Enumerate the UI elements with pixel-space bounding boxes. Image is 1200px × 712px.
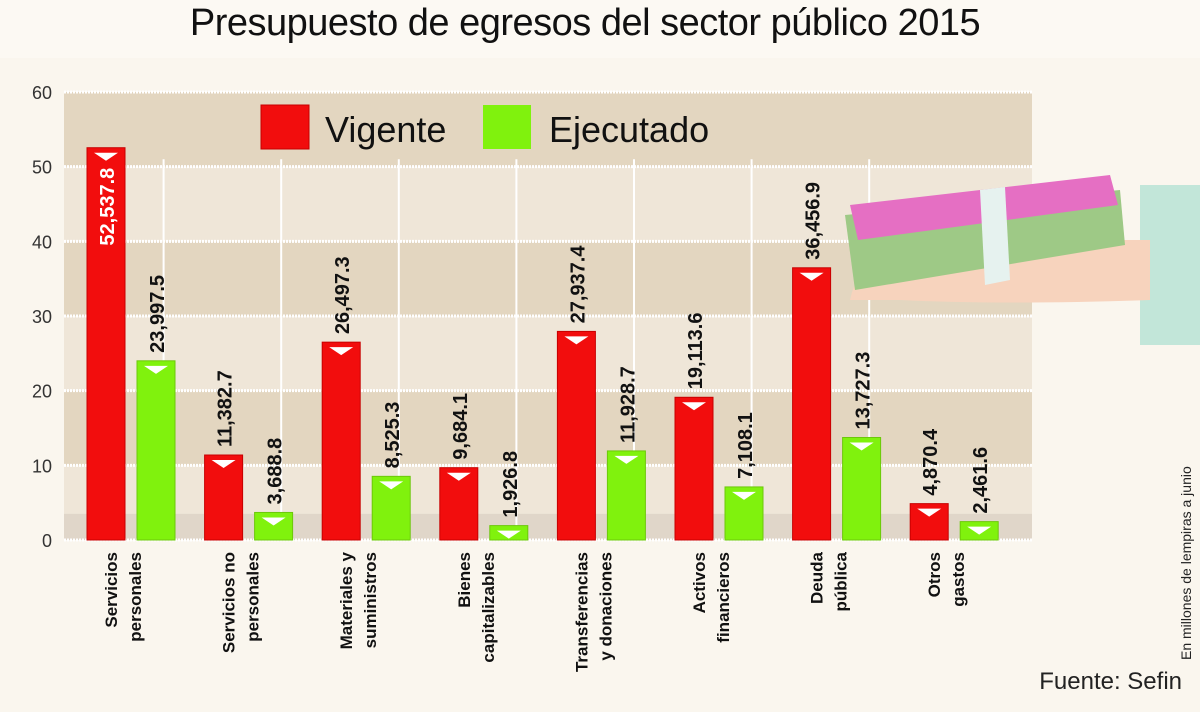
x-category-label: gastos	[949, 552, 968, 607]
bar-marker-icon	[732, 491, 756, 500]
bar-marker-icon	[564, 336, 589, 345]
bar-marker-icon	[799, 272, 824, 281]
y-tick-label: 0	[42, 531, 52, 551]
y-tick-label: 60	[32, 83, 52, 103]
x-category-label: Activos	[690, 552, 709, 613]
bar-marker-icon	[261, 517, 286, 526]
data-label: 19,113.6	[685, 313, 707, 390]
data-label: 4,870.4	[920, 428, 942, 496]
x-category-label: Servicios no	[220, 552, 239, 653]
bar-vigente	[674, 396, 714, 541]
banknote-stack-icon	[845, 175, 1125, 290]
bar-ejecutado	[254, 511, 294, 541]
bar-vigente	[556, 330, 596, 541]
bar-marker-icon	[967, 526, 992, 535]
data-label: 11,928.7	[617, 366, 639, 443]
data-label: 52,537.8	[97, 168, 119, 246]
bar-vigente	[86, 147, 126, 541]
bar-marker-icon	[614, 455, 639, 464]
unit-note: En millones de lempiras a junio	[1178, 466, 1194, 660]
grid-band	[64, 92, 1032, 167]
x-category-label: Bienes	[455, 552, 474, 608]
grid-band	[64, 316, 1032, 391]
data-label: 26,497.3	[332, 256, 354, 334]
x-category-label: suministros	[361, 552, 380, 648]
x-category-label: Otros	[925, 552, 944, 597]
legend-swatch-vigente	[260, 104, 310, 150]
x-category-label: pública	[832, 551, 851, 611]
data-label: 7,108.1	[735, 412, 757, 479]
x-category-label: Transferencias	[572, 552, 591, 672]
data-label: 3,688.8	[265, 438, 287, 505]
x-category-label: Deuda	[808, 551, 827, 604]
y-tick-label: 30	[32, 307, 52, 327]
bar-marker-icon	[496, 530, 521, 539]
bar-vigente	[792, 267, 832, 541]
bar-marker-icon	[917, 508, 942, 517]
data-label: 11,382.7	[215, 370, 237, 447]
x-category-label: Materiales y	[337, 551, 356, 649]
legend-swatch-ejecutado	[483, 105, 531, 149]
data-label: 2,461.6	[970, 447, 992, 514]
grid-band	[64, 390, 1032, 466]
bar-marker-icon	[329, 347, 354, 356]
x-category-label: financieros	[714, 552, 733, 643]
data-label: 9,684.1	[450, 393, 472, 460]
bar-marker-icon	[144, 365, 168, 374]
y-tick-label: 40	[32, 232, 52, 252]
bar-marker-icon	[211, 460, 236, 469]
bar-marker-icon	[849, 442, 874, 451]
x-category-label: capitalizables	[479, 552, 498, 663]
x-category-label: personales	[244, 552, 263, 642]
bar-vigente	[204, 454, 244, 541]
bar-marker-icon	[379, 481, 404, 490]
legend-label-ejecutado: Ejecutado	[549, 109, 709, 150]
x-category-label: personales	[126, 552, 145, 642]
x-category-label: Servicios	[102, 552, 121, 628]
data-label: 1,926.8	[500, 451, 522, 518]
y-tick-label: 10	[32, 456, 52, 476]
bar-marker-icon	[682, 402, 706, 411]
data-label: 27,937.4	[567, 245, 589, 324]
money-hand-illustration	[845, 175, 1200, 345]
data-label: 13,727.3	[853, 352, 875, 430]
data-label: 23,997.5	[147, 275, 169, 353]
y-tick-label: 50	[32, 158, 52, 178]
source-note: Fuente: Sefin	[1039, 668, 1182, 695]
bar-vigente	[321, 341, 361, 541]
bar-ejecutado	[842, 437, 882, 541]
bar-marker-icon	[94, 152, 118, 161]
x-category-label: y donaciones	[596, 552, 615, 661]
bar-marker-icon	[446, 472, 471, 481]
data-label: 36,456.9	[803, 182, 825, 260]
bar-ejecutado	[136, 360, 176, 541]
y-tick-label: 20	[32, 382, 52, 402]
chart-title: Presupuesto de egresos del sector públic…	[189, 2, 981, 44]
bar-ejecutado	[606, 450, 646, 541]
data-label: 8,525.3	[382, 402, 404, 469]
legend-label-vigente: Vigente	[325, 109, 446, 150]
